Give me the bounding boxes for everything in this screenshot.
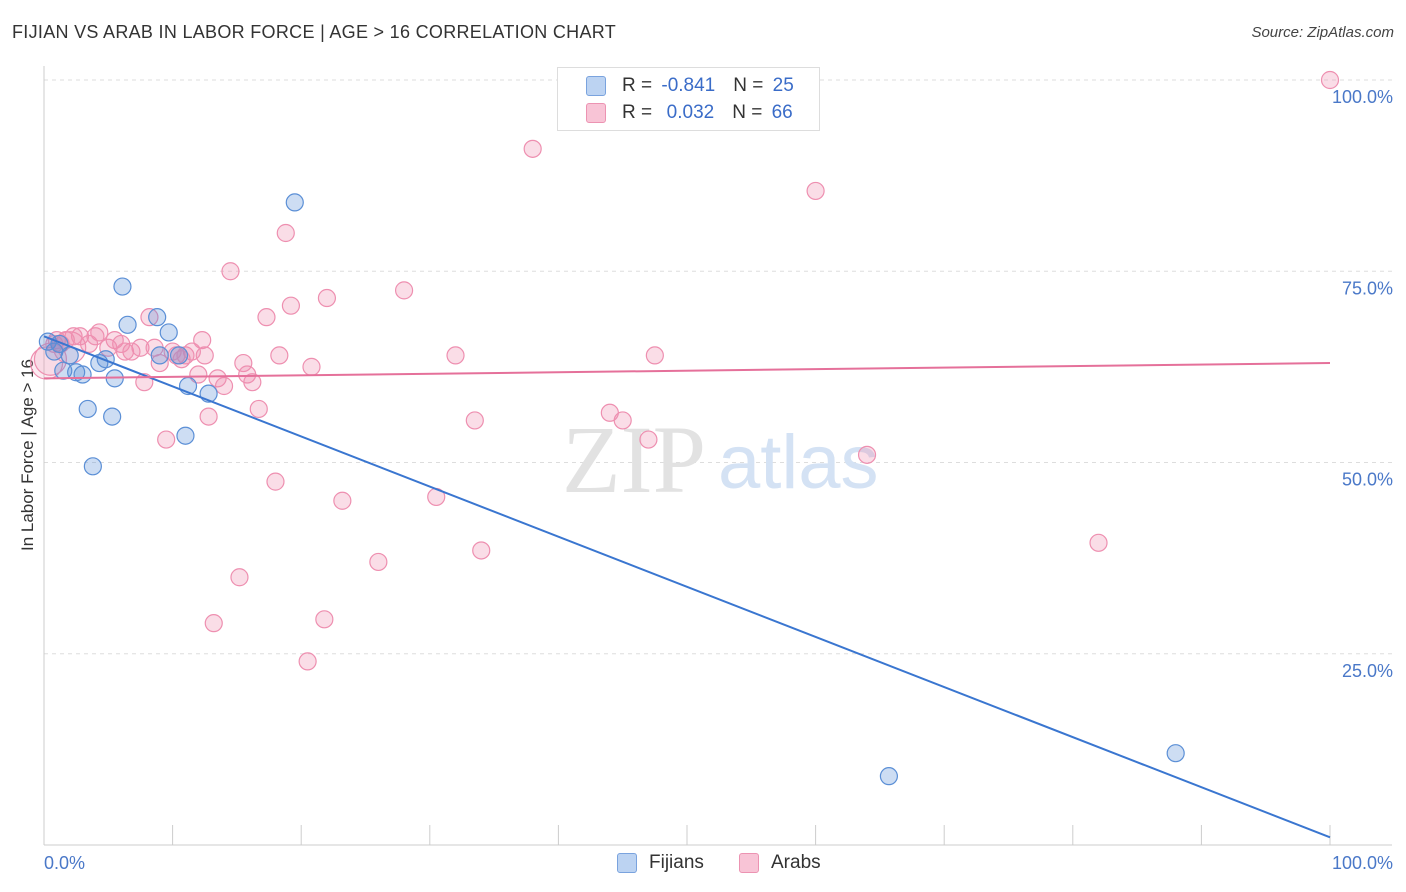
- legend-row-fijians: R = -0.841 N = 25: [586, 74, 794, 98]
- arab-point: [266, 472, 285, 491]
- fijian-point: [1166, 744, 1185, 763]
- legend-swatch-arabs: [739, 853, 759, 873]
- arab-point: [157, 430, 176, 449]
- arab-point: [613, 411, 632, 430]
- y-tick-label: 50.0%: [1342, 470, 1393, 490]
- fijian-point: [83, 457, 102, 476]
- fijian-point: [113, 277, 132, 296]
- arabs-swatch: [586, 103, 606, 123]
- fijians-trend-line: [43, 335, 1331, 839]
- chart-title: FIJIAN VS ARAB IN LABOR FORCE | AGE > 16…: [12, 22, 617, 42]
- arab-point: [806, 181, 825, 201]
- arabs-n-label: N =: [732, 102, 768, 123]
- fijians-r-label: R =: [622, 75, 658, 96]
- arab-point: [230, 568, 249, 587]
- arab-point: [857, 445, 877, 464]
- series-legend: Fijians Arabs: [0, 852, 1406, 876]
- arab-point: [394, 281, 414, 300]
- arab-point: [333, 491, 352, 510]
- arab-point: [189, 365, 208, 384]
- fijians-n-label: N =: [733, 75, 769, 96]
- arab-point: [645, 346, 664, 365]
- fijian-point: [118, 315, 137, 334]
- arab-point: [243, 373, 262, 392]
- fijians-swatch: [586, 76, 606, 96]
- trend-lines: [43, 335, 1331, 839]
- arabs-r-value: 0.032: [661, 102, 715, 123]
- arab-point: [446, 346, 465, 365]
- arab-point: [195, 346, 214, 365]
- legend-item-arabs: Arabs: [739, 852, 821, 874]
- arab-point: [122, 342, 141, 361]
- arab-point: [131, 338, 150, 357]
- legend-row-arabs: R = 0.032 N = 66: [586, 101, 793, 125]
- stats-legend: R = -0.841 N = 25 R = 0.032 N = 66: [557, 67, 820, 131]
- arab-point: [315, 610, 334, 629]
- arab-point: [1320, 70, 1340, 90]
- y-tick-label: 100.0%: [1332, 87, 1393, 107]
- arab-point: [281, 296, 301, 315]
- y-tick-label: 25.0%: [1342, 661, 1393, 681]
- arab-point: [298, 652, 317, 671]
- fijian-point: [176, 426, 195, 445]
- fijian-point: [73, 365, 92, 384]
- arab-point: [270, 346, 289, 365]
- gridlines: [44, 79, 1392, 655]
- arab-point: [276, 223, 295, 243]
- watermark-zip: ZIP: [562, 406, 706, 513]
- arab-point: [90, 323, 109, 342]
- arabs-r-label: R =: [622, 102, 658, 123]
- fijian-point: [169, 346, 189, 365]
- tick-labels: 25.0% 50.0% 75.0% 100.0% 0.0% 100.0%: [44, 87, 1393, 873]
- x-tick-label: 100.0%: [1332, 853, 1393, 873]
- source-credit: Source: ZipAtlas.com: [1251, 24, 1394, 41]
- arabs-trend-line: [43, 362, 1331, 380]
- arab-point: [472, 541, 491, 560]
- arab-point: [204, 614, 223, 633]
- arab-point: [221, 262, 240, 281]
- arab-point: [257, 308, 276, 327]
- legend-swatch-fijians: [617, 853, 637, 873]
- arab-point: [523, 139, 542, 158]
- arab-point: [115, 342, 135, 361]
- arab-point: [140, 308, 159, 327]
- fijian-point: [159, 323, 178, 342]
- fijian-point: [150, 346, 169, 365]
- fijian-point: [285, 193, 304, 212]
- legend-item-fijians: Fijians: [617, 852, 704, 874]
- arabs-n-value: 66: [771, 102, 793, 123]
- fijian-point: [96, 350, 115, 369]
- arab-point: [639, 430, 658, 449]
- fijians-r-value: -0.841: [661, 75, 716, 96]
- fijian-point: [103, 407, 122, 426]
- axes: [43, 66, 1392, 846]
- arab-point: [465, 411, 484, 430]
- x-tick-label: 0.0%: [44, 853, 85, 873]
- arab-point: [1089, 533, 1108, 552]
- arab-point: [317, 288, 337, 308]
- arab-point: [150, 353, 169, 373]
- arab-point: [193, 331, 212, 350]
- arab-point: [234, 353, 253, 373]
- fijian-point: [78, 399, 97, 419]
- arab-point: [369, 552, 388, 572]
- fijian-point: [148, 308, 167, 327]
- y-tick-label: 75.0%: [1342, 278, 1393, 298]
- arab-point: [302, 357, 321, 376]
- legend-label-fijians: Fijians: [649, 852, 704, 873]
- watermark: ZIP atlas: [562, 406, 879, 513]
- fijians-n-value: 25: [772, 75, 794, 96]
- arab-point: [214, 376, 234, 396]
- legend-label-arabs: Arabs: [771, 852, 821, 873]
- arab-point: [249, 399, 268, 419]
- fijian-point: [879, 767, 899, 786]
- arab-point: [199, 407, 218, 426]
- watermark-atlas: atlas: [718, 420, 879, 505]
